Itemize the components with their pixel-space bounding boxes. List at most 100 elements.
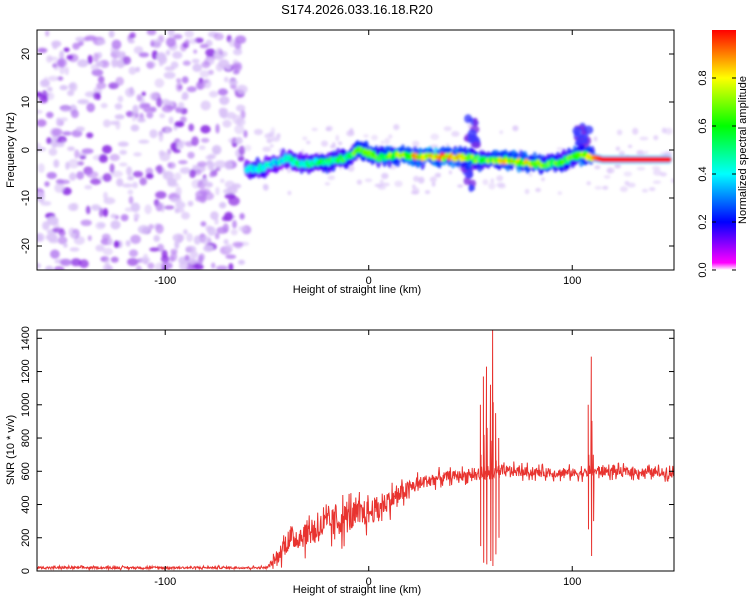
noise-blob (85, 205, 91, 215)
noise-blob (623, 171, 633, 177)
noise-blob (198, 254, 204, 265)
noise-blob (223, 76, 229, 83)
noise-blob (645, 150, 649, 155)
noise-blob (146, 61, 155, 69)
noise-blob (215, 186, 220, 196)
noise-blob (418, 176, 425, 184)
noise-blob (188, 123, 195, 132)
noise-blob (287, 190, 292, 196)
noise-blob (213, 32, 224, 41)
noise-blob (214, 160, 227, 169)
noise-blob (364, 178, 373, 183)
noise-blob (120, 214, 129, 222)
ridge-core (666, 157, 672, 163)
noise-blob (651, 166, 661, 171)
noise-blob (330, 144, 336, 149)
noise-blob (311, 127, 318, 132)
noise-blob (155, 191, 167, 199)
noise-blob (636, 150, 646, 157)
burst-blob (464, 170, 474, 179)
noise-blob (63, 243, 68, 248)
noise-blob (48, 238, 59, 244)
noise-blob (191, 58, 200, 64)
ridge (243, 140, 673, 180)
noise-blob (161, 266, 168, 270)
noise-blob (197, 161, 208, 167)
noise-blob (649, 187, 656, 192)
y-tick-label: 1200 (20, 359, 32, 383)
noise-blob (119, 149, 127, 155)
burst-blob (572, 126, 582, 135)
noise-blob (69, 172, 77, 181)
noise-blob (110, 256, 119, 263)
noise-blob (381, 182, 390, 187)
noise-blob (43, 76, 49, 85)
noise-blob (138, 52, 150, 58)
noise-blob (262, 146, 272, 152)
noise-blob (624, 180, 630, 186)
noise-blob (186, 86, 197, 93)
noise-blob (128, 66, 137, 75)
noise-blob (129, 32, 136, 39)
noise-blob (137, 225, 150, 234)
noise-blob (220, 178, 225, 183)
noise-blob (181, 211, 190, 220)
noise-blob (244, 144, 252, 152)
noise-blob (201, 61, 211, 69)
noise-blob (653, 135, 659, 141)
noise-blob (149, 247, 160, 252)
burst-blob (473, 117, 478, 127)
noise-blob (53, 266, 65, 270)
noise-blob (335, 134, 340, 142)
noise-blob (189, 169, 197, 179)
noise-blob (111, 39, 122, 50)
noise-blob (113, 240, 120, 248)
noise-blob (135, 265, 142, 270)
noise-blob (57, 236, 68, 245)
noise-blob (132, 104, 139, 114)
colorbar-tick-label: 0.6 (697, 118, 709, 133)
noise-blob (431, 181, 436, 187)
noise-blob (59, 85, 68, 91)
noise-blob (187, 151, 195, 159)
noise-blob (159, 152, 171, 162)
colorbar-gradient (712, 30, 736, 270)
noise-blob (180, 116, 187, 123)
noise-blob (253, 128, 263, 136)
noise-blob (70, 258, 82, 267)
noise-blob (211, 262, 216, 269)
noise-blob (327, 175, 336, 181)
noise-blob (37, 234, 43, 242)
noise-blob (349, 127, 354, 135)
noise-blob (199, 188, 211, 196)
noise-blob (122, 183, 133, 188)
x-tick-label: 0 (366, 576, 372, 588)
noise-blob (174, 207, 180, 214)
burst-blob (468, 183, 474, 193)
noise-blob (286, 167, 292, 174)
noise-blob (138, 139, 150, 144)
noise-blob (178, 102, 185, 109)
noise-blob (80, 219, 92, 226)
noise-blob (37, 119, 47, 127)
colorbar-tick-label: 0.8 (697, 70, 709, 85)
noise-blob (136, 118, 146, 123)
noise-blob (225, 254, 237, 260)
noise-blob (603, 175, 611, 179)
noise-blob (98, 154, 108, 163)
noise-blob (77, 59, 89, 68)
noise-blob (394, 180, 403, 187)
noise-blob (45, 265, 54, 270)
noise-blob (149, 129, 158, 139)
noise-blob (48, 148, 58, 156)
noise-blob (87, 235, 92, 242)
noise-blob (201, 137, 210, 143)
noise-blob (75, 36, 85, 42)
noise-blob (223, 239, 229, 245)
noise-blob (163, 205, 175, 210)
noise-blob (451, 131, 460, 137)
noise-blob (101, 233, 111, 241)
noise-blob (172, 233, 185, 243)
noise-blob (214, 232, 220, 240)
